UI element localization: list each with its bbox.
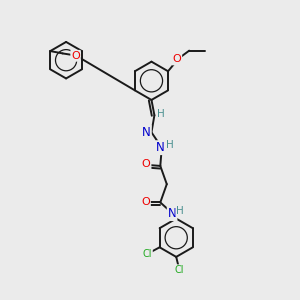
Text: H: H: [166, 140, 173, 150]
Text: N: N: [156, 141, 165, 154]
Text: O: O: [141, 197, 150, 207]
Text: Cl: Cl: [174, 265, 184, 275]
Text: N: N: [142, 126, 151, 139]
Text: O: O: [142, 159, 151, 170]
Text: Cl: Cl: [142, 249, 152, 259]
Text: N: N: [168, 207, 176, 220]
Text: H: H: [157, 109, 165, 119]
Text: O: O: [172, 55, 181, 64]
Text: H: H: [176, 206, 184, 216]
Text: O: O: [71, 51, 80, 61]
